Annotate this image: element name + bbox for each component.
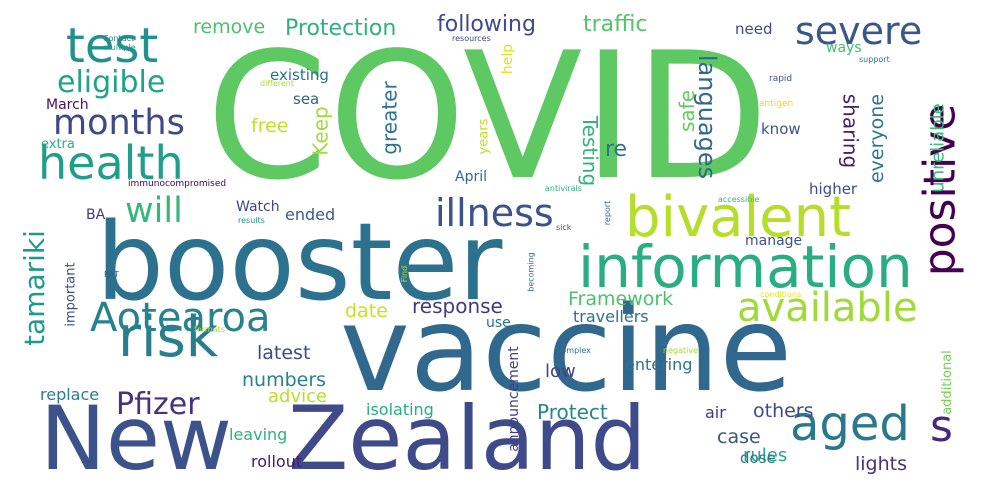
word-protection: Protection <box>285 16 397 41</box>
word-vaccine: vaccine <box>340 280 793 418</box>
word-dose: dose <box>740 449 776 467</box>
word-information: information <box>578 233 913 301</box>
word-advice: advice <box>268 386 328 407</box>
word-tamariki: tamariki <box>17 230 51 346</box>
word-lights: lights <box>855 453 908 475</box>
word-booster: booster <box>96 201 503 325</box>
word-multiple: multiple <box>103 43 136 52</box>
word-extra: extra <box>41 137 75 152</box>
word-new: New <box>40 387 232 490</box>
word-will: will <box>125 191 183 231</box>
word-antigen: antigen <box>759 99 794 109</box>
word-isolating: isolating <box>366 400 434 419</box>
word-april: April <box>455 169 487 185</box>
word-contact: Contact <box>103 34 135 43</box>
word-others: others <box>753 400 814 422</box>
word-eligible: eligible <box>57 65 166 100</box>
word-greater: greater <box>377 81 402 155</box>
word-remove: remove <box>193 16 266 38</box>
word-rapid: rapid <box>769 74 793 84</box>
word-resources: resources <box>452 34 491 43</box>
word-existing: existing <box>270 66 329 84</box>
word-becoming: becoming <box>526 252 536 292</box>
word-protect: Protect <box>537 400 608 424</box>
word-negative: negative <box>663 346 698 355</box>
word-leaving: leaving <box>229 425 288 444</box>
word-need: need <box>735 20 773 38</box>
word-support: support <box>859 55 890 64</box>
word-rollout: rollout <box>251 452 303 471</box>
word-s: s <box>930 401 953 452</box>
word-re: re <box>605 137 628 162</box>
word-march: March <box>46 97 89 113</box>
word-months: months <box>53 103 185 143</box>
word-illness: illness <box>435 191 554 235</box>
word-accessible: accessible <box>718 195 760 204</box>
word-sick: sick <box>556 223 572 232</box>
word-zealand: Zealand <box>288 387 647 490</box>
word-higher: higher <box>809 180 858 198</box>
word-years: years <box>476 118 492 155</box>
word-numbers: numbers <box>242 369 327 391</box>
word-antivirals: antivirals <box>545 184 582 193</box>
word-free: free <box>251 115 289 137</box>
word-ba: BA <box>86 207 106 223</box>
word-pfizer: Pfizer <box>116 387 200 422</box>
word-ended: ended <box>285 205 336 224</box>
word-bivalent: bivalent <box>625 185 852 250</box>
word-keep: Keep <box>308 106 333 156</box>
word-know: know <box>761 120 801 138</box>
word-everyone: everyone <box>866 93 889 184</box>
word-date: date <box>345 300 388 322</box>
word-test: test <box>66 18 159 74</box>
word-additional: additional <box>939 350 955 415</box>
word-sea: sea <box>293 90 320 108</box>
word-find: Find <box>400 265 410 283</box>
word-framework: Framework <box>568 288 674 310</box>
word-aged: aged <box>790 396 910 452</box>
word-manage: manage <box>745 233 803 249</box>
word-severe: severe <box>795 9 923 53</box>
word-complex: complex <box>557 346 591 355</box>
word-conditions: conditions <box>760 290 802 299</box>
word-available: available <box>737 285 918 331</box>
word-replace: replace <box>40 385 100 404</box>
word-results: results <box>238 216 265 225</box>
word-low: low <box>545 361 576 382</box>
word-different: different <box>260 79 294 88</box>
word-covid: COVID <box>206 16 769 219</box>
word-entering: entering <box>625 355 693 374</box>
word-travellers: travellers <box>573 307 649 326</box>
word-health: health <box>38 136 184 190</box>
word-air: air <box>705 403 726 422</box>
word-following: following <box>437 12 536 37</box>
word-formats: formats <box>194 325 225 334</box>
word-safe: safe <box>675 89 700 133</box>
word-risk: risk <box>118 305 219 370</box>
word-important: important <box>63 262 79 327</box>
word-latest: latest <box>257 342 311 364</box>
word-traffic: traffic <box>583 12 648 37</box>
word-unreliable: unreliable <box>927 103 949 193</box>
word-sharing: sharing <box>838 93 863 169</box>
word-watch: Watch <box>236 199 280 215</box>
word-aotearoa: Aotearoa <box>90 295 271 341</box>
word-rat: RAT <box>104 270 119 279</box>
word-case: case <box>717 426 761 448</box>
word-ways: ways <box>826 40 862 56</box>
word-testing: Testing <box>578 115 603 187</box>
word-help: help <box>500 43 517 75</box>
word-rules: rules <box>743 445 788 466</box>
word-response: response <box>412 294 503 318</box>
word-announcement: announcement <box>505 346 522 452</box>
word-use: use <box>486 315 511 331</box>
word-immunocompromised: immunocompromised <box>128 179 227 189</box>
word-report: report <box>603 200 613 226</box>
